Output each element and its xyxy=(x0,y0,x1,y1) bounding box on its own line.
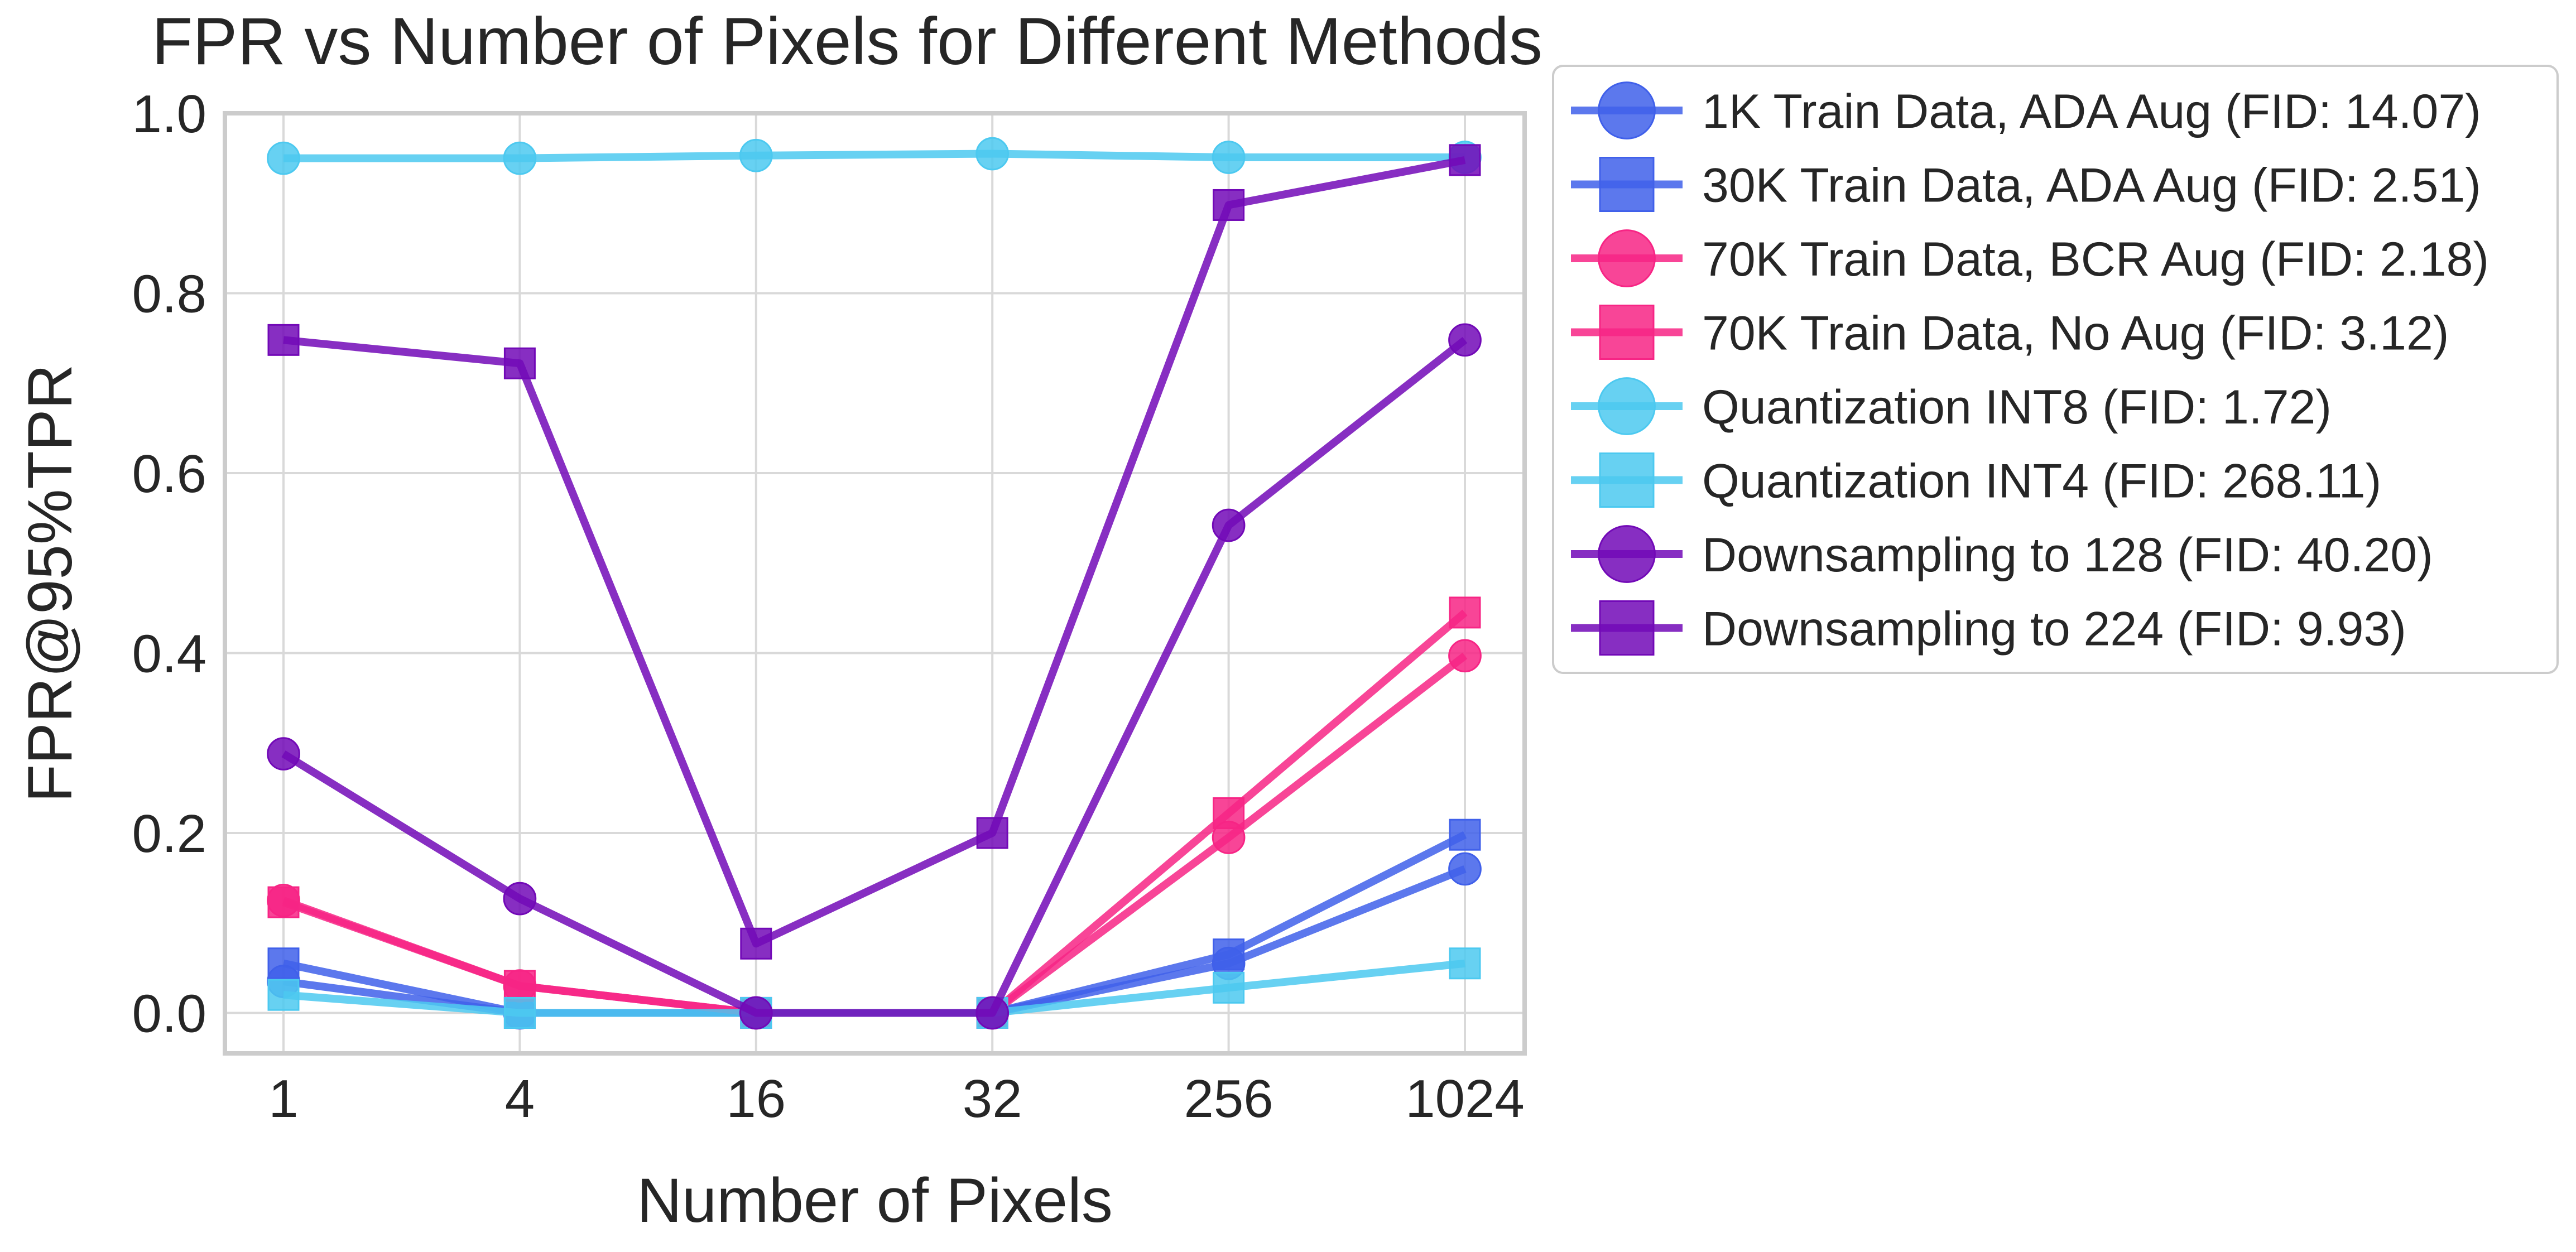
data-point xyxy=(1212,508,1246,542)
legend-label: 30K Train Data, ADA Aug (FID: 2.51) xyxy=(1702,159,2481,213)
legend-label: 70K Train Data, BCR Aug (FID: 2.18) xyxy=(1702,233,2489,286)
data-point xyxy=(739,138,773,172)
data-point xyxy=(975,996,1010,1030)
legend-marker xyxy=(1599,305,1655,360)
data-point xyxy=(267,979,300,1011)
y-tick-label: 0.2 xyxy=(132,804,206,864)
data-point xyxy=(267,947,300,980)
data-point xyxy=(267,324,300,356)
data-point xyxy=(1213,797,1245,829)
legend-label: 1K Train Data, ADA Aug (FID: 14.07) xyxy=(1702,85,2481,138)
legend-marker xyxy=(1598,377,1656,435)
legend-label: 70K Train Data, No Aug (FID: 3.12) xyxy=(1702,307,2449,360)
series-6 xyxy=(267,323,1482,1030)
legend-marker xyxy=(1598,525,1656,583)
data-point xyxy=(267,886,300,918)
legend-marker xyxy=(1598,229,1656,287)
data-point xyxy=(975,137,1010,171)
x-tick-label: 32 xyxy=(963,1069,1022,1129)
data-point xyxy=(503,141,537,175)
data-point xyxy=(267,737,300,771)
legend-item: 30K Train Data, ADA Aug (FID: 2.51) xyxy=(1571,157,2481,213)
series-layer xyxy=(267,137,1482,1030)
legend-item: 1K Train Data, ADA Aug (FID: 14.07) xyxy=(1571,81,2481,139)
legend-item: Quantization INT4 (FID: 268.11) xyxy=(1571,452,2381,508)
y-tick-label: 0.0 xyxy=(132,984,206,1043)
grid xyxy=(225,112,1525,1053)
series-4 xyxy=(267,137,1482,175)
legend-marker xyxy=(1599,600,1655,656)
data-point xyxy=(1213,971,1245,1004)
data-point xyxy=(739,996,773,1030)
plot-frame xyxy=(223,111,1527,1056)
y-tick-label: 0.4 xyxy=(132,624,206,683)
data-point xyxy=(1448,323,1482,357)
x-tick-label: 16 xyxy=(726,1069,786,1129)
legend-item: Downsampling to 128 (FID: 40.20) xyxy=(1571,525,2433,583)
data-point xyxy=(1448,852,1482,886)
x-tick-label: 4 xyxy=(505,1069,535,1129)
y-axis-label: FPR@95%TPR xyxy=(15,364,85,803)
data-point xyxy=(503,882,537,916)
series-line xyxy=(281,336,1468,1017)
data-point xyxy=(1449,144,1481,176)
x-tick-labels: 1 4 16 32 256 1024 xyxy=(268,1069,1524,1129)
data-point xyxy=(503,996,536,1029)
legend-marker xyxy=(1599,452,1655,508)
x-tick-label: 256 xyxy=(1184,1069,1273,1129)
legend-item: Downsampling to 224 (FID: 9.93) xyxy=(1571,600,2406,656)
data-point xyxy=(1448,639,1482,673)
legend-item: 70K Train Data, No Aug (FID: 3.12) xyxy=(1571,305,2449,360)
data-point xyxy=(503,347,536,379)
legend-label: Quantization INT4 (FID: 268.11) xyxy=(1702,455,2381,508)
x-tick-label: 1 xyxy=(268,1069,298,1129)
legend-label: Downsampling to 128 (FID: 40.20) xyxy=(1702,528,2433,582)
data-point xyxy=(1449,596,1481,629)
y-tick-label: 0.8 xyxy=(132,264,206,324)
data-point xyxy=(1449,818,1481,851)
y-tick-label: 1.0 xyxy=(132,84,206,144)
data-point xyxy=(1212,141,1246,174)
y-tick-label: 0.6 xyxy=(132,444,206,504)
series-line xyxy=(283,150,1465,162)
legend-marker xyxy=(1598,81,1656,139)
data-point xyxy=(503,970,536,1002)
x-tick-label: 1024 xyxy=(1405,1069,1525,1129)
data-point xyxy=(1449,947,1481,980)
legend-box xyxy=(1552,65,2559,674)
x-axis-label: Number of Pixels xyxy=(637,1166,1113,1235)
data-point xyxy=(1213,938,1245,971)
legend: 1K Train Data, ADA Aug (FID: 14.07) 30K T… xyxy=(1552,65,2559,674)
series-line xyxy=(283,156,1466,948)
legend-marker xyxy=(1599,157,1655,212)
legend-label: Downsampling to 224 (FID: 9.93) xyxy=(1702,603,2406,656)
plot-area xyxy=(225,113,1525,1053)
data-point xyxy=(976,817,1008,849)
series-7 xyxy=(267,144,1481,960)
legend-item: Quantization INT8 (FID: 1.72) xyxy=(1571,377,2332,435)
legend-label: Quantization INT8 (FID: 1.72) xyxy=(1702,381,2332,434)
y-tick-labels: 0.0 0.2 0.4 0.6 0.8 1.0 xyxy=(132,84,206,1043)
data-point xyxy=(267,141,300,175)
data-point xyxy=(740,927,772,960)
legend-item: 70K Train Data, BCR Aug (FID: 2.18) xyxy=(1571,229,2489,287)
chart-title: FPR vs Number of Pixels for Different Me… xyxy=(152,4,1542,79)
data-point xyxy=(1213,189,1245,221)
